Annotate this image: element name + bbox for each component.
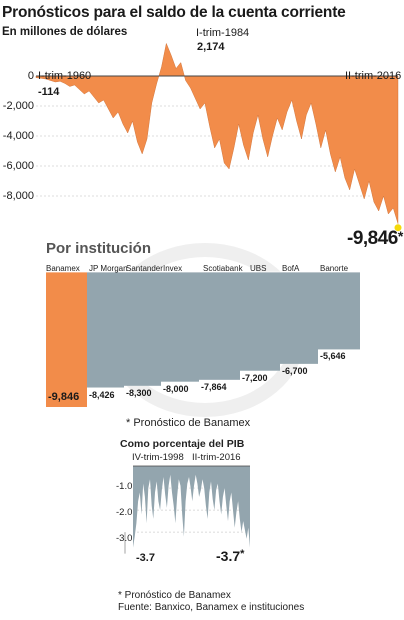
gdp-y-tick-label: -2.0 xyxy=(116,507,133,518)
peak-period-label: I-trim-1984 xyxy=(196,27,250,39)
gdp-end-value-label: -3.7* xyxy=(216,548,245,564)
chart-title: Pronósticos para el saldo de la cuenta c… xyxy=(2,4,346,21)
bar-value-label: -6,700 xyxy=(282,365,308,376)
y-tick-label: -6,000 xyxy=(2,160,34,172)
bar-santander xyxy=(124,272,161,386)
footnote-banamex: * Pronóstico de Banamex xyxy=(126,417,251,429)
end-value-label: -9,846* xyxy=(347,228,403,249)
bar-banamex xyxy=(46,272,87,407)
footnote-banamex-2: * Pronóstico de Banamex xyxy=(118,590,231,601)
bar-value-label: -8,300 xyxy=(126,387,152,398)
institution-label: Banorte xyxy=(320,264,349,273)
y-tick-label: 0 xyxy=(27,70,34,82)
bar-value-label: -8,426 xyxy=(89,389,115,400)
end-period-label: II-trim-2016 xyxy=(345,70,402,82)
area-series xyxy=(35,42,399,224)
gdp-start-value-label: -3.7 xyxy=(136,552,155,564)
bar-banorte xyxy=(318,272,360,350)
start-period-label: I-trim-1960 xyxy=(38,70,92,82)
bar-jp-morgan xyxy=(87,272,124,388)
start-value-label: -114 xyxy=(38,86,60,98)
gdp-y-tick-label: -3.0 xyxy=(116,533,133,544)
institution-label: Invex xyxy=(163,264,183,273)
institution-label: Banamex xyxy=(46,264,80,273)
gdp-end-period-label: II-trim-2016 xyxy=(192,452,241,463)
bar-bofa xyxy=(280,272,318,364)
section-title-gdp: Como porcentaje del PIB xyxy=(120,438,245,450)
gdp-start-period-label: IV-trim-1998 xyxy=(132,452,184,463)
y-tick-label: -8,000 xyxy=(2,190,34,202)
bar-scotiabank xyxy=(199,272,240,380)
end-marker xyxy=(394,224,402,232)
chart-subtitle: En millones de dólares xyxy=(2,26,128,38)
bar-value-label: -9,846 xyxy=(48,391,80,403)
institution-label: UBS xyxy=(250,264,267,273)
institution-label: Scotiabank xyxy=(203,264,243,273)
peak-value-label: 2,174 xyxy=(197,41,225,53)
section-title-institutions: Por institución xyxy=(46,240,151,257)
y-tick-label: -2,000 xyxy=(2,100,34,112)
y-tick-label: -4,000 xyxy=(2,130,34,142)
institution-label: JP Morgan xyxy=(89,264,128,273)
gdp-y-tick-label: -1.0 xyxy=(116,481,133,492)
institution-label: BofA xyxy=(282,264,300,273)
bar-value-label: -7,200 xyxy=(242,372,268,383)
bar-invex xyxy=(161,272,199,382)
bar-value-label: -7,864 xyxy=(201,381,227,392)
institution-label: Santander xyxy=(126,264,163,273)
bar-value-label: -8,000 xyxy=(163,383,189,394)
bar-value-label: -5,646 xyxy=(320,351,346,362)
gdp-area-series xyxy=(133,466,250,548)
bar-ubs xyxy=(240,272,280,371)
source-note: Fuente: Banxico, Banamex e instituciones xyxy=(118,602,305,613)
